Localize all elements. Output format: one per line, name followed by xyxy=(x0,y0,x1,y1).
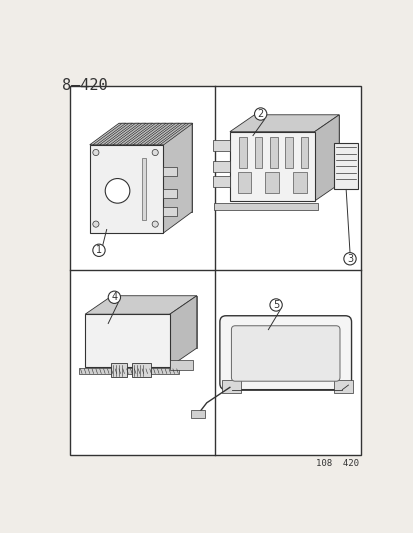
Polygon shape xyxy=(162,123,192,233)
Bar xyxy=(265,172,278,193)
Polygon shape xyxy=(153,123,186,145)
Circle shape xyxy=(254,108,266,120)
Bar xyxy=(239,138,246,168)
Text: 2: 2 xyxy=(257,109,263,119)
Bar xyxy=(333,143,358,189)
Circle shape xyxy=(93,244,105,256)
Circle shape xyxy=(108,291,120,303)
Circle shape xyxy=(93,221,99,227)
Text: 5: 5 xyxy=(272,300,278,310)
Bar xyxy=(229,132,314,201)
Polygon shape xyxy=(333,379,352,393)
Circle shape xyxy=(343,253,355,265)
Circle shape xyxy=(152,221,158,227)
Polygon shape xyxy=(119,123,192,212)
Bar xyxy=(269,138,277,168)
Text: 108  420: 108 420 xyxy=(316,459,358,468)
Polygon shape xyxy=(126,123,159,145)
Polygon shape xyxy=(85,296,196,314)
Bar xyxy=(110,364,127,377)
Bar xyxy=(85,314,169,367)
Polygon shape xyxy=(314,115,338,201)
Polygon shape xyxy=(169,360,192,370)
Polygon shape xyxy=(119,123,152,145)
Polygon shape xyxy=(212,161,229,172)
Bar xyxy=(142,158,146,220)
Circle shape xyxy=(152,149,158,156)
Text: 4: 4 xyxy=(111,292,117,302)
Polygon shape xyxy=(159,123,192,145)
Text: 8–420: 8–420 xyxy=(62,78,107,93)
Text: 3: 3 xyxy=(346,254,352,264)
Bar xyxy=(79,368,179,374)
Polygon shape xyxy=(106,123,139,145)
Polygon shape xyxy=(162,167,176,176)
Polygon shape xyxy=(99,123,132,145)
Polygon shape xyxy=(212,176,229,187)
Polygon shape xyxy=(169,296,196,367)
Polygon shape xyxy=(113,123,146,145)
Polygon shape xyxy=(139,123,172,145)
Bar xyxy=(191,410,205,418)
Polygon shape xyxy=(90,123,192,145)
Bar xyxy=(90,145,162,233)
Text: 1: 1 xyxy=(96,245,102,255)
Bar xyxy=(214,203,318,210)
Bar xyxy=(254,138,261,168)
Polygon shape xyxy=(254,115,338,184)
Circle shape xyxy=(269,299,282,311)
Circle shape xyxy=(93,149,99,156)
Bar xyxy=(285,138,292,168)
Polygon shape xyxy=(146,123,179,145)
Bar xyxy=(131,364,151,377)
Polygon shape xyxy=(133,123,166,145)
FancyBboxPatch shape xyxy=(231,326,339,381)
Polygon shape xyxy=(212,140,229,151)
Polygon shape xyxy=(162,189,176,198)
Polygon shape xyxy=(222,379,241,393)
Circle shape xyxy=(105,179,130,203)
Polygon shape xyxy=(112,296,196,348)
Bar xyxy=(300,138,308,168)
Polygon shape xyxy=(162,207,176,216)
FancyBboxPatch shape xyxy=(219,316,351,390)
Bar xyxy=(237,172,251,193)
Bar xyxy=(292,172,306,193)
Polygon shape xyxy=(93,123,126,145)
Polygon shape xyxy=(229,115,338,132)
